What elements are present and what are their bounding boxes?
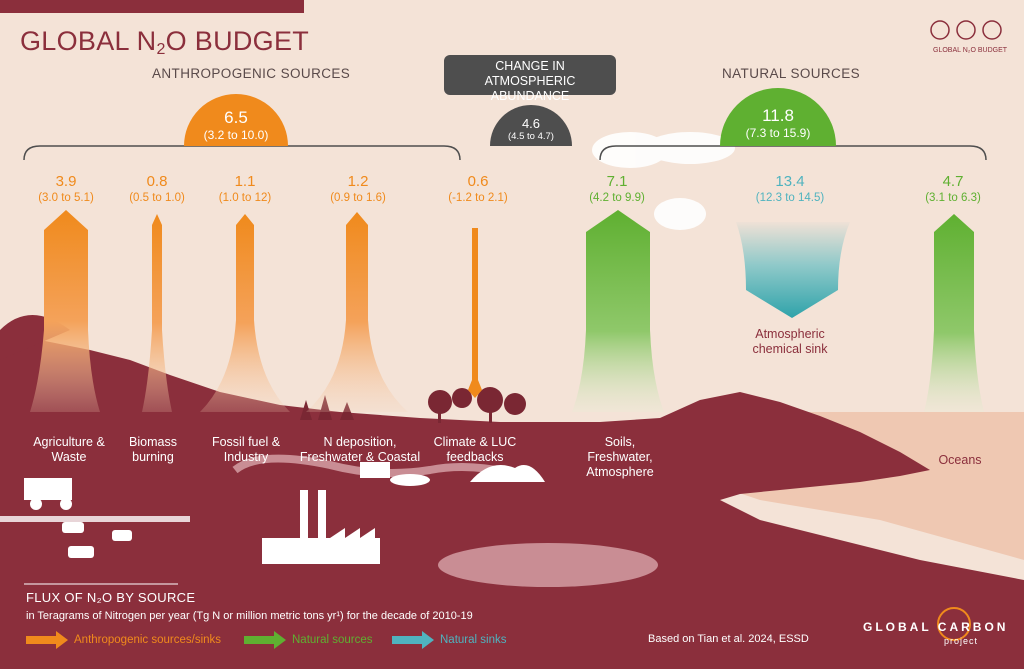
legend-arrow-anthropogenic — [26, 631, 68, 649]
arrow-agriculture — [30, 210, 100, 412]
cloud-land — [470, 465, 545, 482]
license-icons — [930, 20, 1002, 40]
change-total: 4.6 (4.5 to 4.7) — [508, 116, 554, 142]
clouds — [592, 132, 735, 230]
pond — [438, 543, 658, 587]
legend-subtitle: in Teragrams of Nitrogen per year (Tg N … — [26, 610, 473, 622]
arrow-ndeposition — [306, 212, 408, 412]
flux-soils-value: 7.1 (4.2 to 9.9) — [589, 173, 645, 205]
gcp-logo-ring — [937, 607, 971, 641]
natural-total: 11.8 (7.3 to 15.9) — [745, 106, 811, 140]
flux-sink-value: 13.4 (12.3 to 14.5) — [755, 173, 825, 205]
flux-climate-value: 0.6 (-1.2 to 2.1) — [448, 173, 508, 205]
legend-arrow-sink — [392, 631, 434, 649]
legend-item-sink: Natural sinks — [440, 634, 507, 646]
legend-title: FLUX OF N₂O BY SOURCE — [26, 590, 196, 605]
cows — [62, 522, 132, 558]
legend-item-natural: Natural sources — [292, 634, 373, 646]
arrow-soils — [572, 210, 664, 412]
anthropogenic-total-dome — [184, 94, 288, 146]
label-fossil: Fossil fuel & Industry — [211, 435, 281, 464]
arrow-climate — [468, 228, 482, 398]
change-total-dome — [490, 105, 572, 146]
header-bar — [0, 0, 304, 13]
page-title: GLOBAL N2O BUDGET — [20, 26, 310, 58]
factory — [262, 490, 380, 564]
natural-sources-label: NATURAL SOURCES — [722, 66, 861, 81]
arrow-fossil — [200, 214, 290, 412]
arrow-oceans — [924, 214, 984, 412]
farm-machinery — [0, 478, 190, 522]
label-agriculture: Agriculture & Waste — [33, 435, 105, 464]
anthropogenic-total: 6.5 (3.2 to 10.0) — [203, 108, 269, 142]
label-oceans: Oceans — [938, 453, 982, 467]
land-mass — [0, 330, 1024, 669]
license-caption: GLOBAL N₂O BUDGET — [933, 47, 1008, 54]
label-sink: Atmospheric chemical sink — [752, 327, 828, 356]
arrow-sink — [736, 222, 850, 318]
flux-fossil-value: 1.1 (1.0 to 12) — [218, 173, 272, 205]
label-climate: Climate & LUC feedbacks — [433, 435, 517, 464]
anthropogenic-bracket — [23, 145, 461, 161]
trees-right — [428, 387, 526, 423]
flux-biomass-value: 0.8 (0.5 to 1.0) — [129, 173, 185, 205]
flux-ndeposition-value: 1.2 (0.9 to 1.6) — [330, 173, 386, 205]
flux-oceans-value: 4.7 (3.1 to 6.3) — [925, 173, 981, 205]
reference: Based on Tian et al. 2024, ESSD — [648, 633, 809, 645]
label-soils: Soils, Freshwater, Atmosphere — [586, 435, 654, 479]
label-biomass: Biomass burning — [129, 435, 177, 464]
flux-agriculture-value: 3.9 (3.0 to 5.1) — [38, 173, 94, 205]
legend-arrow-natural — [244, 631, 286, 649]
legend-item-anthropogenic: Anthropogenic sources/sinks — [74, 634, 222, 646]
gcp-logo-subtext: project — [944, 636, 979, 646]
label-ndeposition: N deposition, Freshwater & Coastal — [299, 435, 421, 464]
treatment-plant — [360, 462, 430, 486]
arrow-biomass — [142, 214, 172, 412]
gcp-logo-text: GLOBAL CARBON — [863, 620, 1009, 634]
natural-total-dome — [720, 88, 836, 146]
change-callout: CHANGE IN ATMOSPHERIC ABUNDANCE — [444, 55, 616, 103]
anthropogenic-sources-label: ANTHROPOGENIC SOURCES — [152, 66, 351, 81]
